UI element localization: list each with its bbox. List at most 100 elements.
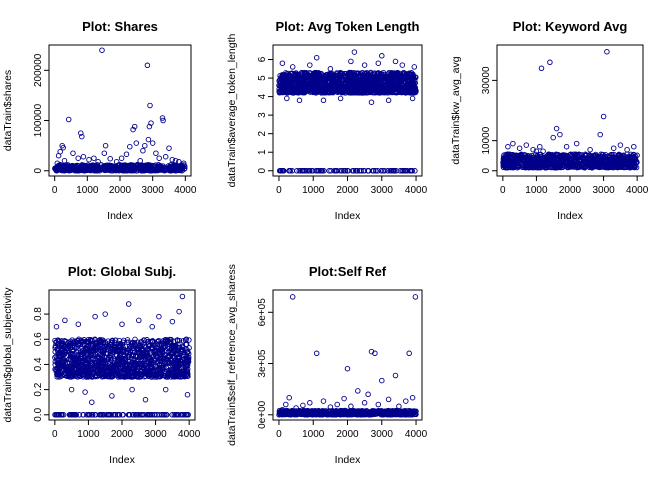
data-point [129, 386, 135, 393]
data-point [122, 167, 128, 174]
data-point [394, 71, 401, 77]
data-point [184, 391, 191, 398]
plot-frame [272, 289, 423, 421]
data-point [291, 73, 298, 80]
data-point [136, 317, 142, 324]
data-point [346, 88, 352, 95]
x-tick-label: 4000 [405, 429, 428, 440]
data-point [160, 117, 166, 124]
data-point [134, 168, 140, 174]
x-tick-label: 4000 [178, 429, 201, 440]
data-point [330, 74, 336, 81]
data-point [159, 166, 165, 172]
data-point [356, 168, 363, 174]
data-point [79, 133, 85, 140]
scatter-points [276, 49, 419, 174]
data-point [412, 77, 418, 83]
data-point [289, 90, 296, 96]
x-axis-label: Index [109, 454, 135, 466]
data-point [175, 164, 181, 170]
data-point [510, 140, 516, 147]
data-point [131, 123, 138, 130]
data-point [396, 79, 403, 86]
data-point [86, 156, 92, 163]
data-point [326, 168, 332, 174]
data-point [377, 75, 383, 81]
data-point [150, 166, 156, 173]
data-point [390, 74, 396, 80]
data-point [516, 145, 523, 151]
data-point [80, 153, 87, 160]
data-point [62, 317, 68, 324]
data-point [385, 97, 392, 104]
data-point [538, 65, 545, 72]
data-point [294, 74, 301, 80]
data-point [304, 74, 311, 81]
data-point [553, 125, 560, 132]
data-point [113, 158, 120, 165]
chart-title: Plot: Avg Token Length [276, 19, 420, 34]
data-point [109, 164, 116, 171]
data-point [391, 71, 397, 77]
y-tick-label: 0.6 [33, 332, 44, 346]
data-point [284, 95, 290, 102]
data-point [86, 166, 93, 172]
data-point [53, 323, 60, 330]
data-point [127, 143, 133, 150]
x-tick-label: 1000 [302, 429, 325, 440]
data-point [329, 81, 336, 87]
data-point [342, 70, 348, 77]
y-axis-label: dataTrain$self_reference_avg_sharess [226, 264, 238, 446]
data-point [322, 87, 329, 94]
data-point [130, 126, 136, 133]
data-point [101, 150, 108, 156]
data-point [107, 155, 113, 162]
y-tick-label: 0e+00 [257, 400, 268, 429]
chart-title: Plot:Self Ref [309, 264, 387, 279]
x-tick-label: 2000 [559, 185, 582, 196]
data-point [276, 78, 283, 85]
y-tick-label: 0 [33, 168, 44, 174]
data-point [320, 97, 327, 104]
data-point [149, 323, 155, 330]
x-tick-label: 0 [276, 185, 282, 196]
x-tick-label: 3000 [144, 429, 167, 440]
y-tick-label: 0 [257, 168, 268, 174]
data-point [610, 145, 617, 151]
data-point [328, 168, 334, 174]
data-point [351, 49, 358, 55]
data-point [409, 95, 416, 102]
data-point [319, 168, 326, 174]
data-point [313, 54, 320, 61]
x-tick-label: 3000 [142, 185, 165, 196]
data-point [312, 86, 318, 92]
data-point [279, 83, 285, 90]
data-point [118, 155, 125, 161]
data-point [303, 168, 310, 174]
data-point [149, 140, 156, 146]
data-point [156, 166, 163, 173]
data-point [179, 293, 186, 300]
data-point [408, 168, 414, 174]
data-point [156, 313, 162, 320]
x-axis-label: Index [107, 210, 133, 222]
data-point [99, 47, 105, 53]
data-point [372, 168, 379, 174]
data-point [563, 143, 570, 150]
data-point [312, 69, 318, 76]
x-tick-label: 0 [52, 429, 58, 440]
scatter-points [276, 294, 419, 418]
data-point [408, 85, 415, 92]
data-point [399, 62, 406, 68]
data-point [140, 166, 146, 173]
data-point [133, 140, 140, 146]
data-point [307, 62, 313, 68]
data-point [368, 99, 375, 105]
data-point [95, 158, 101, 165]
data-point [291, 81, 297, 88]
chart-title: Plot: Shares [82, 19, 158, 34]
data-point [70, 150, 76, 156]
y-tick-label: 30000 [481, 66, 492, 94]
